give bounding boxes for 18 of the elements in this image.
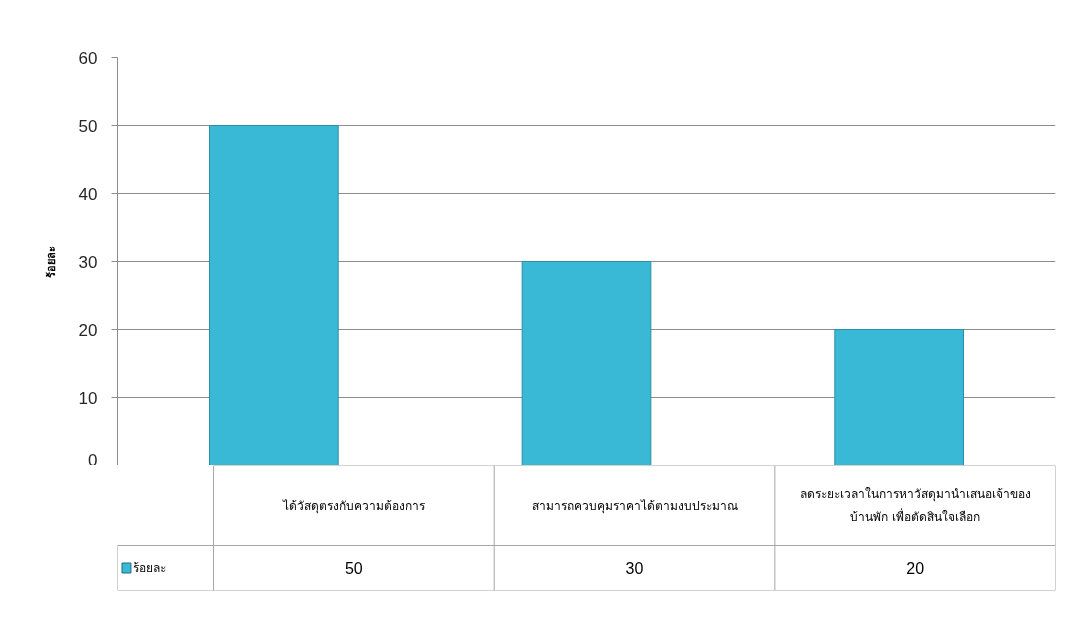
data-label: 50: [344, 560, 363, 577]
y-tick-label: 20: [78, 320, 98, 340]
data-label: 20: [906, 560, 925, 577]
y-tick-label: 10: [78, 388, 98, 408]
y-axis-title: ร้อยละ: [44, 245, 58, 278]
y-tick-label: 60: [78, 48, 98, 68]
x-tick-label: ลดระยะเวลาในการหาวัสดุมานำเสนอเจ้าของ บ้านพัก เพื่อตัดสินใจเลือก: [799, 486, 1031, 525]
bar: [521, 261, 652, 465]
y-tick-label: 40: [78, 184, 98, 204]
y-tick-label: 50: [78, 116, 98, 136]
x-tick-label: ได้วัสดุตรงกับความต้องการ: [281, 498, 426, 514]
x-tick-label: สามารถควบคุมราคาได้ตามงบประมาณ: [531, 498, 738, 514]
bar: [834, 329, 965, 465]
y-tick-label: 0: [88, 450, 98, 470]
data-label: 30: [625, 560, 644, 577]
legend-label: ร้อยละ: [132, 561, 166, 575]
bar: [208, 125, 339, 465]
y-tick-label: 30: [78, 252, 98, 272]
